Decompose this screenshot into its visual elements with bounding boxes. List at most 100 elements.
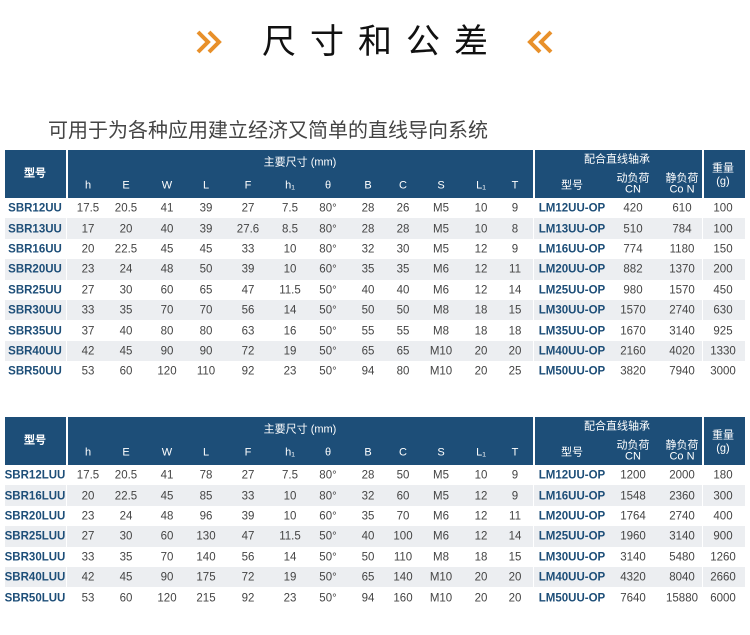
header-cell: (g) xyxy=(716,175,730,188)
table-cell: LM20UU-OP xyxy=(538,510,606,523)
table-cell: 15 xyxy=(508,304,522,317)
table-cell: 420 xyxy=(623,202,643,215)
table-cell: 14 xyxy=(283,304,297,317)
table-cell: M8 xyxy=(433,304,449,317)
table-cell: 80° xyxy=(319,222,337,235)
table-cell: 7940 xyxy=(669,365,695,378)
table-cell: 20 xyxy=(508,591,522,604)
header-cell: 型号 xyxy=(24,434,46,447)
table-cell: 610 xyxy=(672,202,692,215)
table-cell: 65 xyxy=(396,345,410,358)
table-cell: 53 xyxy=(81,591,95,604)
header-cell: L₁ xyxy=(476,179,486,192)
table-cell: 12 xyxy=(474,510,488,523)
table-cell: 1200 xyxy=(620,469,646,482)
header-cell: F xyxy=(244,446,252,459)
table-cell: M6 xyxy=(433,284,449,297)
table-cell: SBR50UU xyxy=(8,365,62,378)
table-cell: 50 xyxy=(396,469,410,482)
table-cell: 53 xyxy=(81,365,95,378)
table-cell: M10 xyxy=(429,571,453,584)
table-cell: 18 xyxy=(474,304,488,317)
table-cell: 8.5 xyxy=(282,222,298,235)
table-cell: 3140 xyxy=(669,324,695,337)
table-cell: LM50UU-OP xyxy=(538,591,606,604)
table-row-bg xyxy=(5,485,745,506)
table-cell: 1370 xyxy=(669,263,695,276)
table-cell: 2360 xyxy=(669,489,695,502)
table-cell: 18 xyxy=(508,324,522,337)
table-cell: 130 xyxy=(196,530,216,543)
table-cell: M10 xyxy=(429,365,453,378)
table-cell: 33 xyxy=(241,489,255,502)
table-cell: 92 xyxy=(241,365,255,378)
table-cell: LM30UU-OP xyxy=(538,551,606,564)
table-cell: 50° xyxy=(319,365,337,378)
table-cell: LM30UU-OP xyxy=(538,304,606,317)
table-cell: 40 xyxy=(361,284,375,297)
table-cell: 140 xyxy=(196,551,216,564)
table-row-bg xyxy=(5,546,745,567)
table-cell: 30 xyxy=(396,243,410,256)
table-row-bg xyxy=(5,361,745,382)
table-cell: 60 xyxy=(160,530,174,543)
table-cell: LM12UU-OP xyxy=(538,469,606,482)
table-cell: M6 xyxy=(433,510,449,523)
column-divider xyxy=(533,198,534,382)
table-cell: 882 xyxy=(623,263,643,276)
header-cell: W xyxy=(161,179,173,192)
table-cell: 35 xyxy=(361,510,375,523)
header-cell: CN xyxy=(625,450,641,463)
table-cell: 20 xyxy=(474,365,488,378)
table-cell: 90 xyxy=(199,345,213,358)
header-cell: h₁ xyxy=(285,446,295,459)
table-cell: 100 xyxy=(713,222,733,235)
column-divider xyxy=(702,465,703,608)
table-cell: 1670 xyxy=(620,324,646,337)
table-cell: 60 xyxy=(396,489,410,502)
table-cell: 90 xyxy=(160,571,174,584)
table-cell: 3820 xyxy=(620,365,646,378)
table-cell: 60° xyxy=(319,510,337,523)
table-cell: 150 xyxy=(713,243,733,256)
table-cell: SBR20UU xyxy=(8,263,62,276)
table-row-bg xyxy=(5,279,745,300)
table-cell: 22.5 xyxy=(114,489,138,502)
table-cell: 37 xyxy=(81,324,95,337)
table-row-bg xyxy=(5,526,745,547)
table-cell: 510 xyxy=(623,222,643,235)
table-cell: 774 xyxy=(623,243,643,256)
table-cell: 41 xyxy=(160,469,174,482)
table-cell: 85 xyxy=(199,489,213,502)
table-cell: 12 xyxy=(474,530,488,543)
table-cell: SBR12LUU xyxy=(4,469,66,482)
table-cell: 40 xyxy=(160,222,174,235)
table-cell: 28 xyxy=(361,202,375,215)
table-cell: 7640 xyxy=(620,591,646,604)
table-cell: 12 xyxy=(474,243,488,256)
table-cell: 50° xyxy=(319,284,337,297)
table-cell: LM35UU-OP xyxy=(538,324,606,337)
table-row-bg xyxy=(5,587,745,608)
table-cell: 8040 xyxy=(669,571,695,584)
header-cell: 静负荷 xyxy=(665,172,699,185)
table-cell: 65 xyxy=(199,284,213,297)
header-cell: 型号 xyxy=(24,167,46,180)
table-cell: SBR35UU xyxy=(8,324,62,337)
table-cell: 27 xyxy=(241,202,255,215)
table-cell: 39 xyxy=(199,222,213,235)
header-cell: 主要尺寸 (mm) xyxy=(263,156,337,169)
table-cell: 7.5 xyxy=(282,202,298,215)
header-cell: E xyxy=(122,446,130,459)
table-cell: 14 xyxy=(508,530,522,543)
table-cell: 56 xyxy=(241,551,255,564)
table-cell: 45 xyxy=(199,243,213,256)
table-cell: 60 xyxy=(160,284,174,297)
table-cell: 2660 xyxy=(710,571,736,584)
table-cell: 80 xyxy=(160,324,174,337)
table-cell: 72 xyxy=(241,571,255,584)
table-cell: M6 xyxy=(433,263,449,276)
table-cell: 47 xyxy=(241,284,255,297)
table-cell: 25 xyxy=(508,365,522,378)
table-cell: 45 xyxy=(119,571,133,584)
